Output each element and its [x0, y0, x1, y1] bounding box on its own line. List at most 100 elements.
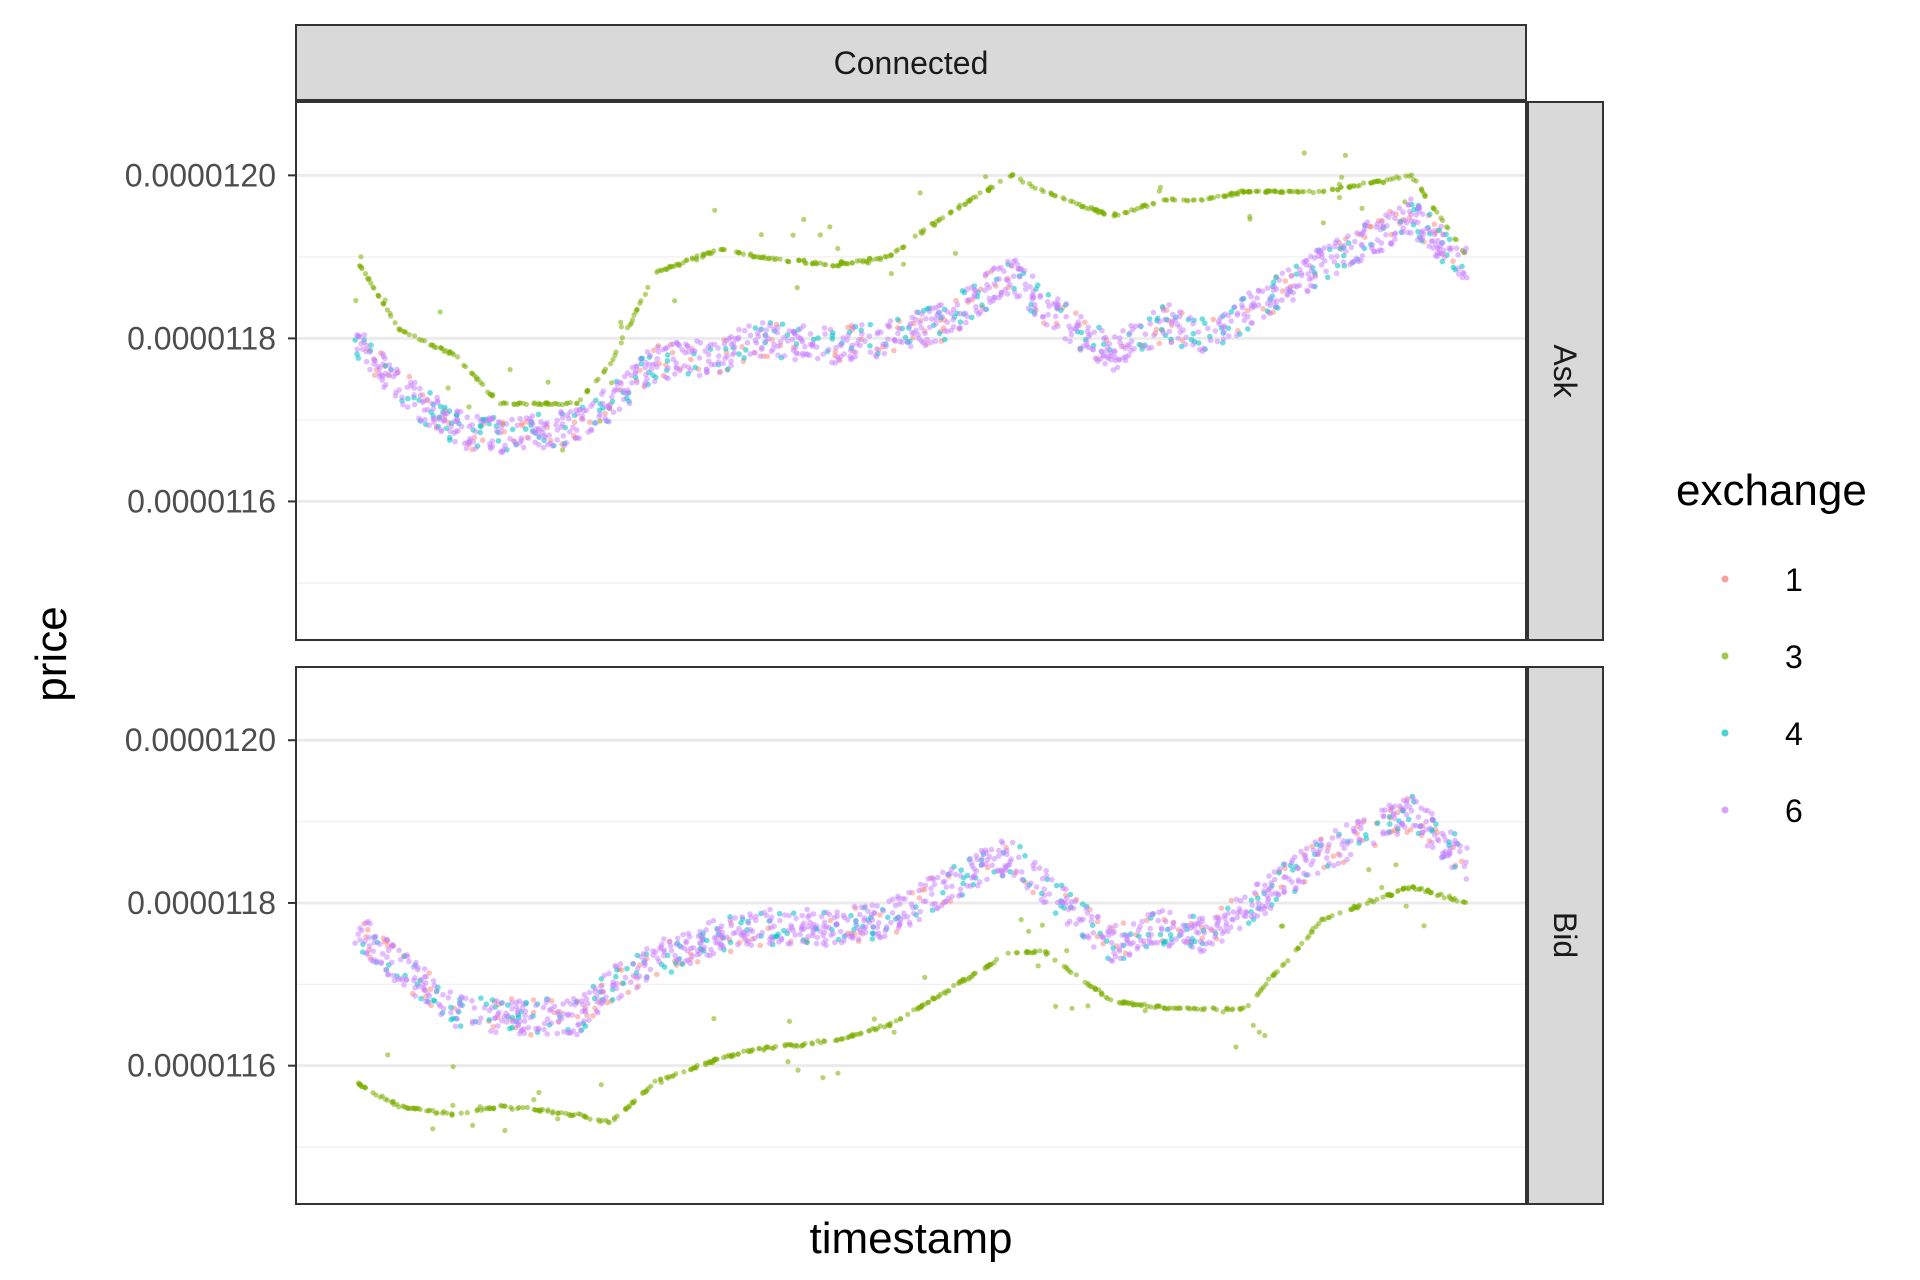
point-exchange-6 [1385, 214, 1392, 220]
point-exchange-6 [401, 982, 407, 988]
point-exchange-6 [718, 923, 725, 929]
point-exchange-6 [963, 319, 969, 326]
point-exchange-6 [1255, 881, 1261, 887]
point-exchange-6 [1008, 263, 1015, 269]
point-exchange-4 [1167, 932, 1174, 938]
point-exchange-6 [797, 931, 803, 938]
point-exchange-6 [463, 445, 470, 452]
point-exchange-6 [890, 896, 896, 902]
point-exchange-3 [821, 261, 827, 268]
point-exchange-3 [531, 1106, 537, 1113]
point-exchange-6 [1246, 290, 1252, 296]
point-exchange-6 [1228, 318, 1234, 324]
point-exchange-6 [1418, 805, 1424, 811]
point-exchange-6 [421, 974, 428, 980]
point-exchange-6 [1119, 942, 1125, 948]
point-exchange-6 [1166, 302, 1172, 308]
point-exchange-6 [708, 946, 714, 953]
point-exchange-6 [866, 919, 873, 926]
point-exchange-3 [385, 1052, 391, 1058]
point-exchange-6 [665, 375, 671, 382]
point-exchange-3 [1138, 204, 1144, 211]
point-exchange-6 [928, 316, 935, 322]
point-exchange-6 [1403, 800, 1410, 807]
point-exchange-6 [642, 957, 648, 964]
point-exchange-3 [673, 1071, 679, 1077]
point-exchange-4 [443, 425, 450, 432]
point-exchange-6 [739, 914, 745, 920]
point-exchange-4 [427, 390, 433, 396]
point-exchange-6 [702, 348, 709, 354]
point-exchange-6 [1119, 932, 1125, 939]
point-exchange-4 [650, 372, 656, 378]
point-exchange-6 [514, 422, 521, 429]
point-exchange-3 [1032, 949, 1038, 955]
point-exchange-4 [477, 429, 484, 436]
point-exchange-6 [1446, 852, 1452, 858]
point-exchange-6 [1352, 238, 1358, 245]
point-exchange-6 [1294, 865, 1301, 872]
point-exchange-6 [740, 929, 746, 935]
point-exchange-6 [1424, 843, 1431, 849]
point-exchange-6 [1392, 236, 1398, 242]
point-exchange-6 [995, 868, 1002, 874]
point-exchange-6 [1118, 343, 1125, 350]
point-exchange-1 [688, 356, 694, 363]
point-exchange-3 [1221, 194, 1227, 200]
point-exchange-6 [1343, 822, 1350, 828]
point-exchange-6 [522, 1008, 529, 1015]
point-exchange-6 [1189, 944, 1196, 950]
point-exchange-3 [1413, 886, 1419, 892]
point-exchange-6 [669, 341, 676, 348]
point-exchange-3 [849, 260, 855, 266]
point-exchange-6 [967, 855, 974, 862]
point-exchange-4 [741, 355, 747, 361]
point-exchange-6 [964, 313, 970, 320]
point-exchange-4 [405, 395, 411, 402]
point-exchange-3 [450, 1102, 456, 1108]
point-exchange-6 [1072, 898, 1079, 904]
point-exchange-6 [1429, 839, 1435, 846]
point-exchange-3 [1272, 970, 1278, 976]
point-exchange-6 [1230, 917, 1236, 923]
point-exchange-3 [1039, 187, 1045, 193]
point-exchange-6 [1137, 322, 1143, 329]
point-exchange-6 [1324, 855, 1330, 861]
point-exchange-6 [462, 995, 469, 1002]
point-exchange-6 [1354, 230, 1360, 236]
point-exchange-4 [779, 321, 786, 328]
point-exchange-6 [1002, 286, 1009, 293]
point-exchange-6 [799, 938, 806, 945]
point-exchange-3 [712, 207, 718, 213]
point-exchange-3 [466, 404, 472, 410]
point-exchange-6 [1039, 875, 1046, 882]
point-exchange-6 [1125, 341, 1131, 348]
point-exchange-4 [442, 404, 448, 411]
point-exchange-6 [1041, 892, 1048, 898]
point-exchange-6 [648, 366, 655, 373]
point-exchange-6 [710, 917, 717, 924]
point-exchange-1 [602, 410, 608, 417]
point-exchange-6 [1177, 309, 1183, 315]
point-exchange-4 [848, 912, 854, 919]
point-exchange-6 [1430, 817, 1436, 823]
point-exchange-3 [1142, 202, 1148, 208]
point-exchange-1 [1260, 306, 1266, 312]
point-exchange-4 [781, 927, 787, 934]
point-exchange-6 [515, 1021, 521, 1027]
point-exchange-3 [796, 257, 802, 263]
point-exchange-6 [1262, 910, 1269, 917]
point-exchange-4 [1405, 816, 1412, 823]
point-exchange-3 [967, 196, 974, 203]
point-exchange-6 [1310, 847, 1317, 854]
point-exchange-3 [817, 232, 823, 238]
point-exchange-6 [785, 338, 791, 344]
point-exchange-6 [370, 948, 377, 954]
point-exchange-6 [847, 347, 854, 354]
point-exchange-3 [1421, 923, 1427, 929]
point-exchange-3 [900, 261, 907, 267]
point-exchange-6 [1231, 304, 1238, 310]
point-exchange-6 [873, 354, 880, 360]
point-exchange-4 [1433, 821, 1439, 827]
point-exchange-1 [845, 324, 851, 331]
